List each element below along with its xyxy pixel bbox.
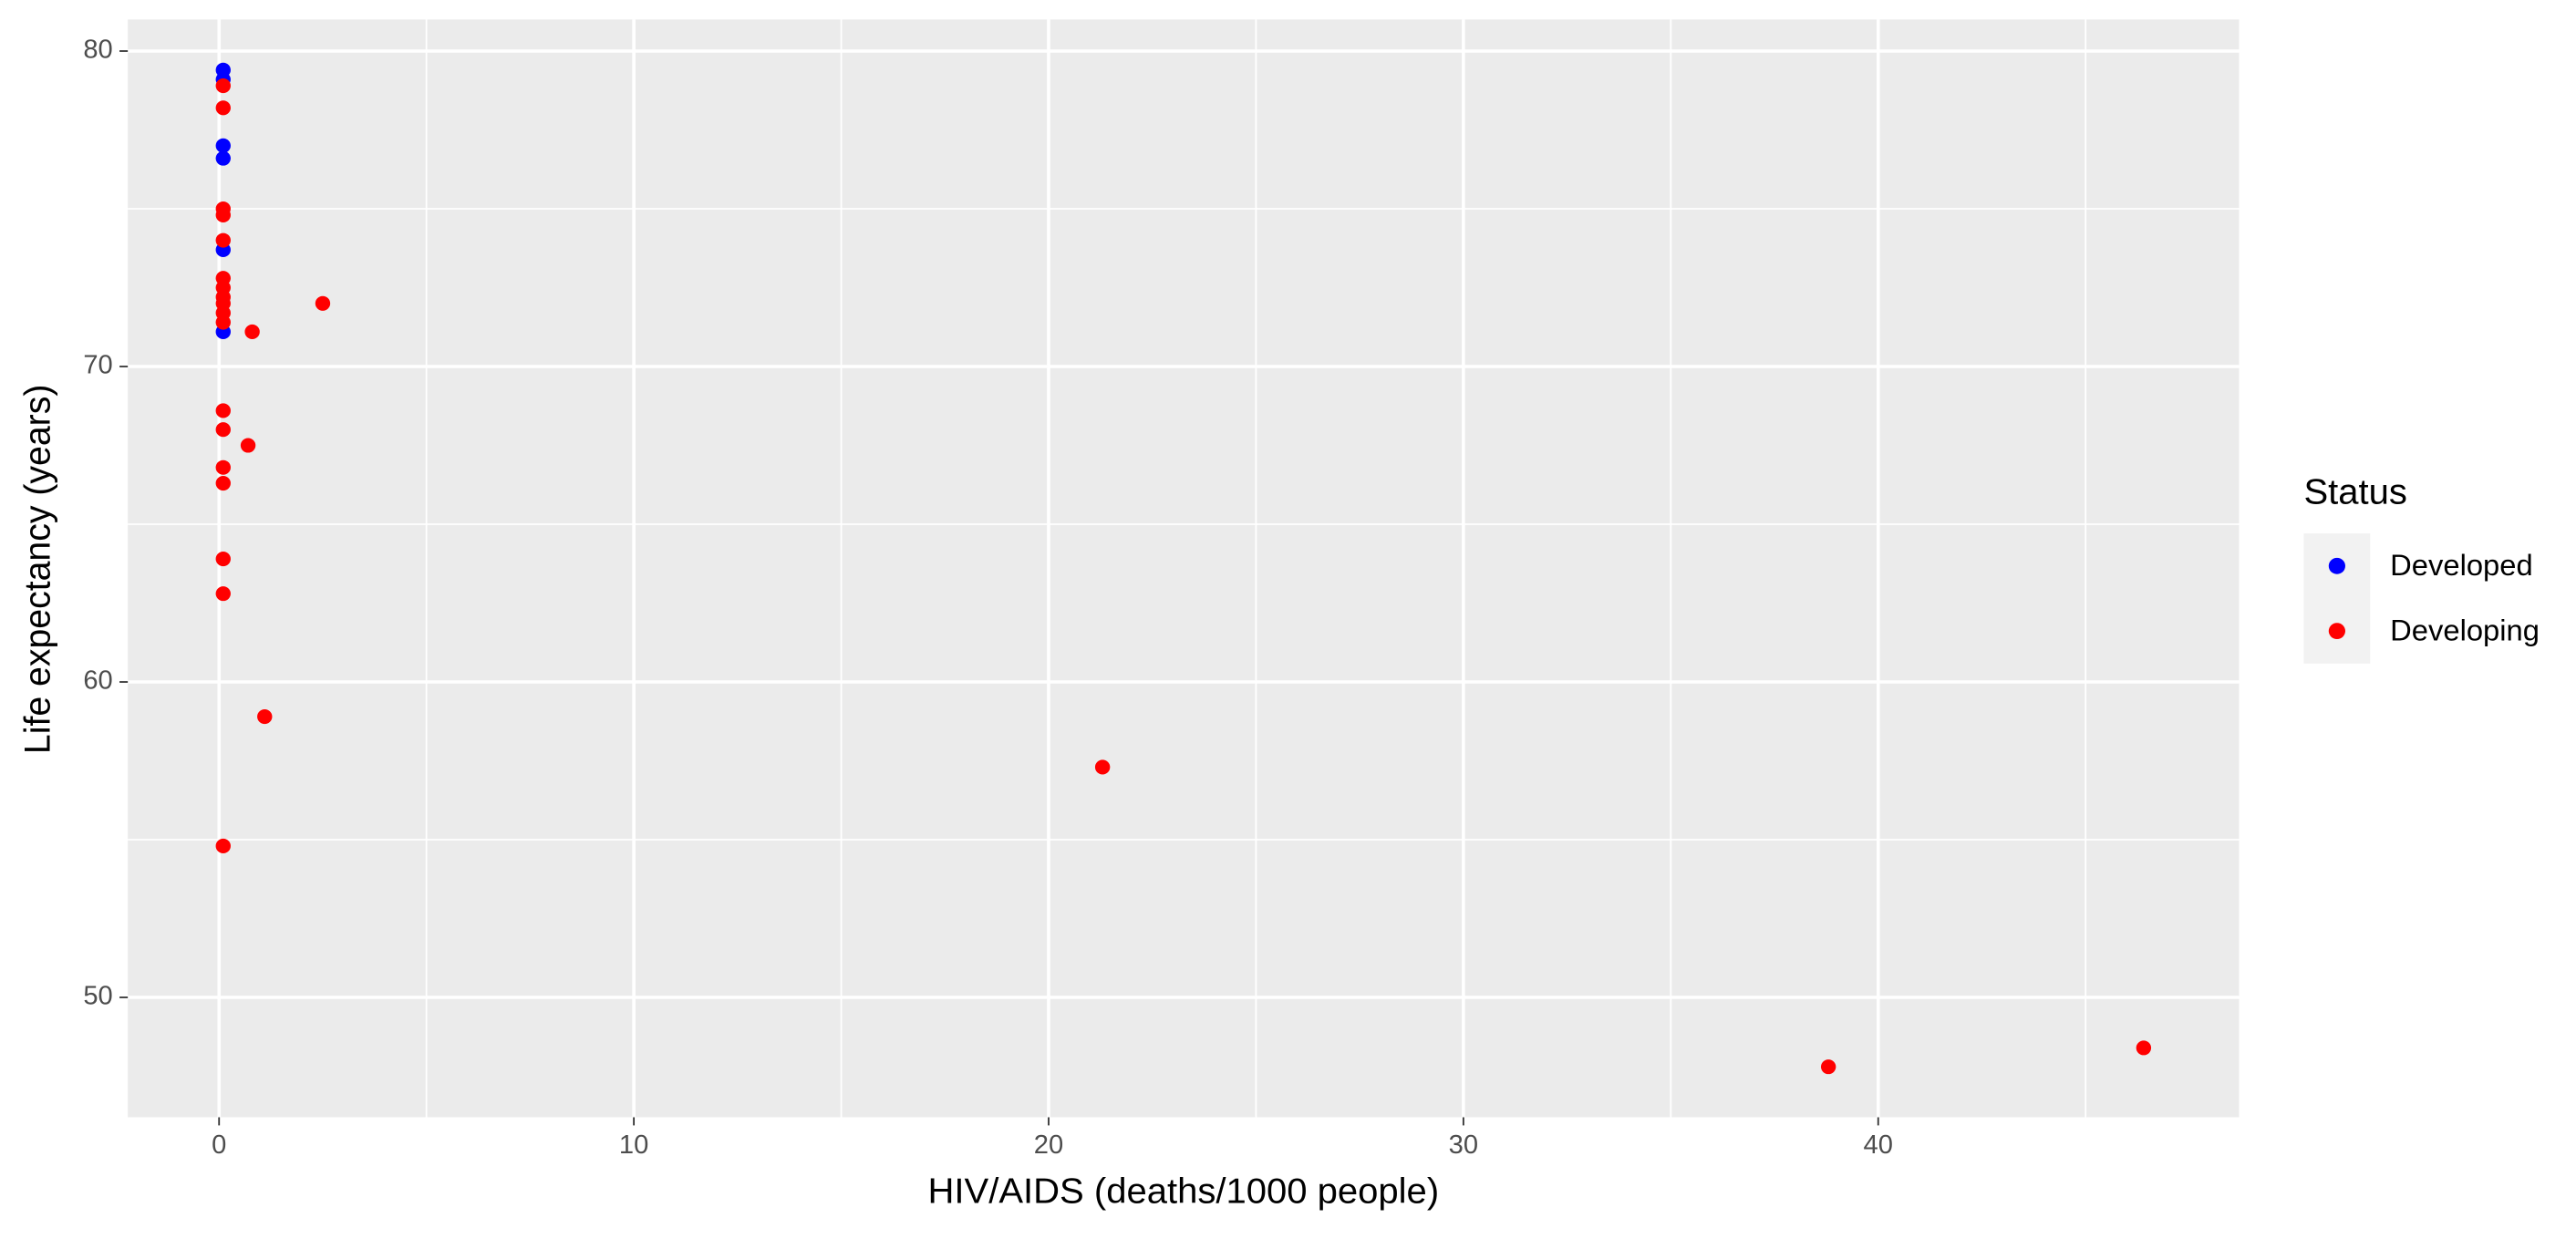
point <box>215 838 231 853</box>
legend-title: Status <box>2303 472 2406 512</box>
point <box>215 403 231 418</box>
point <box>215 552 231 567</box>
point <box>215 207 231 222</box>
y-tick-label: 50 <box>83 982 112 1011</box>
y-tick-label: 80 <box>83 36 112 65</box>
point <box>215 422 231 438</box>
point <box>315 295 331 311</box>
legend-key <box>2328 557 2345 574</box>
point <box>257 709 273 725</box>
point <box>215 78 231 94</box>
x-tick-label: 0 <box>212 1130 226 1160</box>
point <box>215 315 231 330</box>
y-tick-label: 60 <box>83 666 112 696</box>
x-tick-label: 10 <box>619 1130 648 1160</box>
point <box>215 476 231 491</box>
point <box>215 459 231 475</box>
point <box>244 324 260 339</box>
legend: Status Developed Developing <box>2303 472 2540 664</box>
point <box>215 586 231 602</box>
x-tick-label: 30 <box>1449 1130 1478 1160</box>
legend-key <box>2328 623 2345 640</box>
x-tick-label: 20 <box>1034 1130 1063 1160</box>
point <box>1820 1059 1836 1075</box>
legend-label: Developed <box>2390 549 2533 582</box>
point <box>215 232 231 248</box>
point <box>2136 1040 2152 1056</box>
point <box>215 138 231 153</box>
point <box>1094 759 1111 775</box>
y-tick-label: 70 <box>83 351 112 380</box>
plot-panel <box>128 19 2240 1118</box>
legend-key-background <box>2303 533 2371 664</box>
x-axis-title: HIV/AIDS (deaths/1000 people) <box>927 1172 1439 1212</box>
grid <box>128 19 2240 1118</box>
point <box>215 150 231 166</box>
point <box>240 438 256 453</box>
y-axis-title: Life expectancy (years) <box>17 385 57 754</box>
point <box>215 100 231 116</box>
x-tick-label: 40 <box>1864 1130 1893 1160</box>
points <box>215 62 2152 1075</box>
legend-label: Developing <box>2390 614 2540 647</box>
